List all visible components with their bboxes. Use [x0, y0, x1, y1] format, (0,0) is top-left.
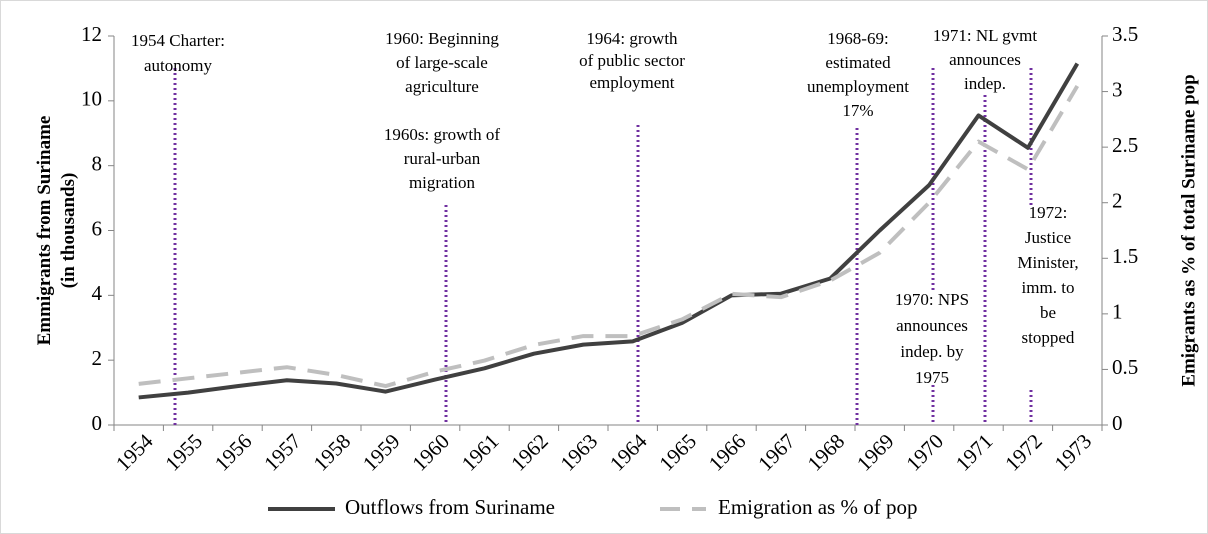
annotation: be: [1040, 303, 1056, 322]
annotation: migration: [409, 173, 476, 192]
y-axis-label-line: (in thousands): [58, 173, 79, 289]
annotation: Minister,: [1017, 253, 1078, 272]
annotation: indep. by: [900, 342, 964, 361]
annotation: stopped: [1022, 328, 1075, 347]
series-line: [138, 84, 1080, 389]
series-line: [138, 62, 1080, 400]
y-tick-label: 6: [92, 216, 103, 240]
annotation: 1964: growth: [586, 29, 678, 48]
y2-tick-label: 0.5: [1112, 355, 1138, 379]
y-tick-label: 8: [92, 151, 103, 175]
annotation: autonomy: [144, 56, 212, 75]
y-axis-label-line: Emmigrants from Suriname: [34, 116, 55, 346]
annotation: announces: [949, 50, 1021, 69]
legend-label: Emigration as % of pop: [718, 495, 917, 519]
y2-tick-label: 0: [1112, 411, 1123, 435]
annotation: rural-urban: [404, 149, 481, 168]
annotation: 1972:: [1029, 203, 1068, 222]
y2-tick-label: 1: [1112, 300, 1123, 324]
annotation: employment: [590, 73, 675, 92]
y-tick-label: 10: [81, 87, 102, 111]
annotation: 1968-69:: [827, 29, 888, 48]
legend-label: Outflows from Suriname: [345, 495, 555, 519]
annotation: imm. to: [1022, 278, 1075, 297]
y-tick-label: 2: [92, 346, 103, 370]
annotation: 1971: NL gvmt: [933, 26, 1037, 45]
y-tick-label: 0: [92, 411, 103, 435]
y2-tick-label: 2: [1112, 189, 1123, 213]
y-tick-label: 12: [81, 22, 102, 46]
y2-axis-label: Emigrants as % of total Suriname pop: [1178, 74, 1199, 386]
annotation: 1960s: growth of: [384, 125, 501, 144]
annotation: unemployment: [807, 77, 909, 96]
annotation: of public sector: [579, 51, 685, 70]
y2-tick-label: 1.5: [1112, 244, 1138, 268]
annotation: indep.: [964, 74, 1006, 93]
y2-tick-label: 3: [1112, 77, 1123, 101]
annotation: 1960: Beginning: [385, 29, 499, 48]
y-tick-label: 4: [92, 281, 103, 305]
annotation: estimated: [825, 53, 891, 72]
annotation: of large-scale: [396, 53, 488, 72]
y2-tick-label: 3.5: [1112, 22, 1138, 46]
annotation: Justice: [1025, 228, 1071, 247]
annotation: announces: [896, 316, 968, 335]
y2-tick-label: 2.5: [1112, 133, 1138, 157]
annotation: 1970: NPS: [895, 290, 969, 309]
annotation: 17%: [842, 101, 873, 120]
annotation: 1975: [915, 368, 949, 387]
y-axis-label: Emmigrants from Suriname (in thousands): [34, 116, 79, 346]
annotation: 1954 Charter:: [131, 31, 225, 50]
annotation: agriculture: [405, 77, 479, 96]
